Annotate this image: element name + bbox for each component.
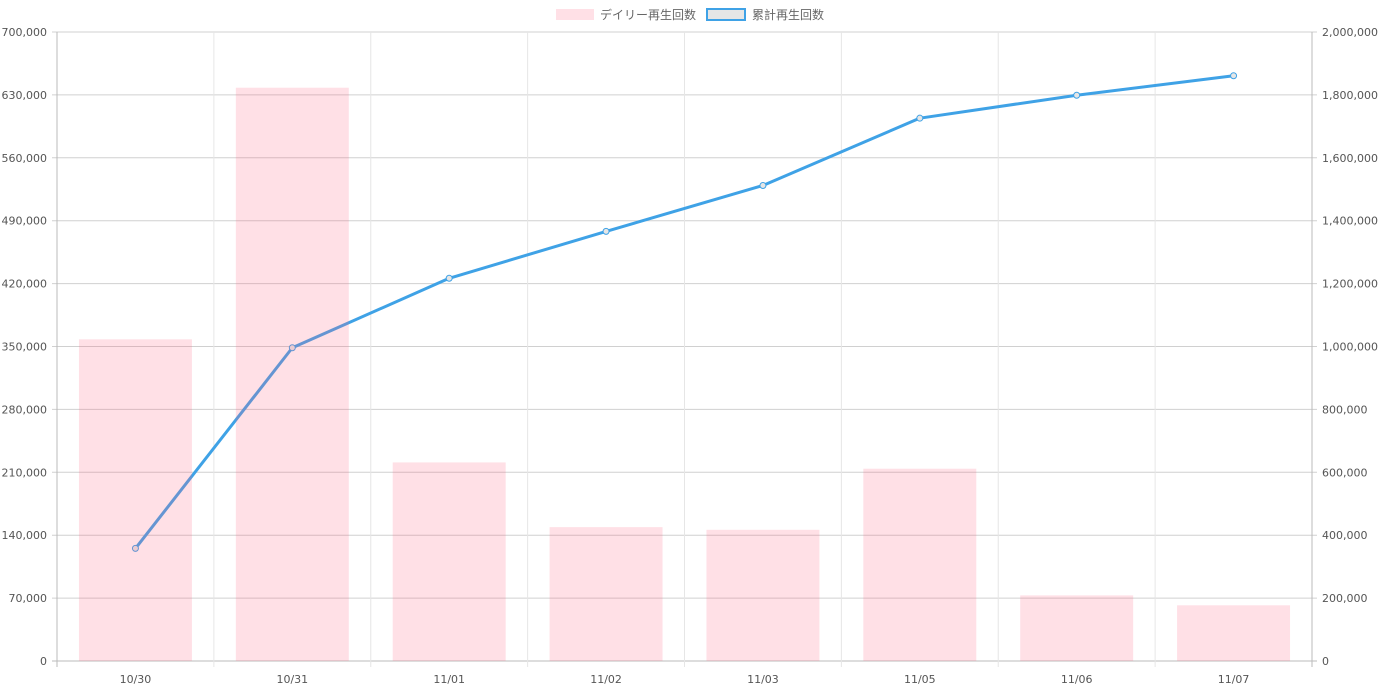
legend-swatch-bar xyxy=(555,9,594,20)
y-right-tick-label: 200,000 xyxy=(1322,592,1368,605)
cumulative-point xyxy=(602,227,610,235)
y-left-tick-label: 70,000 xyxy=(9,592,48,605)
cumulative-point xyxy=(1073,91,1081,99)
cumulative-line xyxy=(134,74,1234,550)
y-left-tick-label: 630,000 xyxy=(2,89,48,102)
y-left-tick-label: 280,000 xyxy=(2,403,48,416)
legend-label-cumulative: 累計再生回数 xyxy=(752,8,825,22)
y-right-tick-label: 600,000 xyxy=(1322,466,1368,479)
x-tick-label: 11/01 xyxy=(433,673,465,686)
daily-bar xyxy=(1020,595,1134,661)
legend-item-daily[interactable]: デイリー再生回数 xyxy=(555,6,696,23)
legend-item-cumulative[interactable]: 累計再生回数 xyxy=(706,6,824,23)
y-left-tick-label: 700,000 xyxy=(2,26,48,39)
y-left-tick-label: 350,000 xyxy=(2,341,48,354)
cumulative-point xyxy=(288,344,296,352)
y-right-tick-label: 2,000,000 xyxy=(1322,26,1378,39)
daily-bar xyxy=(863,468,977,661)
y-left-tick-label: 490,000 xyxy=(2,215,48,228)
y-right-tick-label: 1,400,000 xyxy=(1322,215,1378,228)
x-tick-label: 11/05 xyxy=(904,673,936,686)
y-left-tick-label: 210,000 xyxy=(2,466,48,479)
legend-label-daily: デイリー再生回数 xyxy=(599,8,696,22)
y-right-tick-label: 1,800,000 xyxy=(1322,89,1378,102)
x-tick-label: 10/30 xyxy=(120,673,152,686)
daily-bar xyxy=(549,527,663,661)
y-right-tick-label: 0 xyxy=(1322,655,1329,668)
legend-swatch-line xyxy=(706,8,746,21)
daily-bar xyxy=(235,87,349,661)
cumulative-point xyxy=(131,544,139,552)
daily-bar xyxy=(78,339,192,661)
y-left-tick-label: 560,000 xyxy=(2,152,48,165)
cumulative-point xyxy=(445,274,453,282)
y-left-tick-label: 140,000 xyxy=(2,529,48,542)
y-right-tick-label: 1,200,000 xyxy=(1322,278,1378,291)
x-tick-label: 11/07 xyxy=(1218,673,1250,686)
y-left-tick-label: 420,000 xyxy=(2,278,48,291)
daily-bar xyxy=(392,462,506,661)
x-tick-label: 11/06 xyxy=(1061,673,1093,686)
cumulative-point xyxy=(1230,72,1238,80)
y-right-tick-label: 400,000 xyxy=(1322,529,1368,542)
daily-bar xyxy=(1177,605,1291,661)
x-tick-label: 10/31 xyxy=(276,673,308,686)
cumulative-point xyxy=(916,114,924,122)
y-right-tick-label: 1,000,000 xyxy=(1322,341,1378,354)
y-right-tick-label: 1,600,000 xyxy=(1322,152,1378,165)
legend: デイリー再生回数 累計再生回数 xyxy=(0,6,1380,23)
x-tick-label: 11/03 xyxy=(747,673,779,686)
y-left-tick-label: 0 xyxy=(40,655,47,668)
cumulative-point xyxy=(759,181,767,189)
daily-bar xyxy=(706,529,820,661)
x-tick-label: 11/02 xyxy=(590,673,622,686)
y-right-tick-label: 800,000 xyxy=(1322,403,1368,416)
